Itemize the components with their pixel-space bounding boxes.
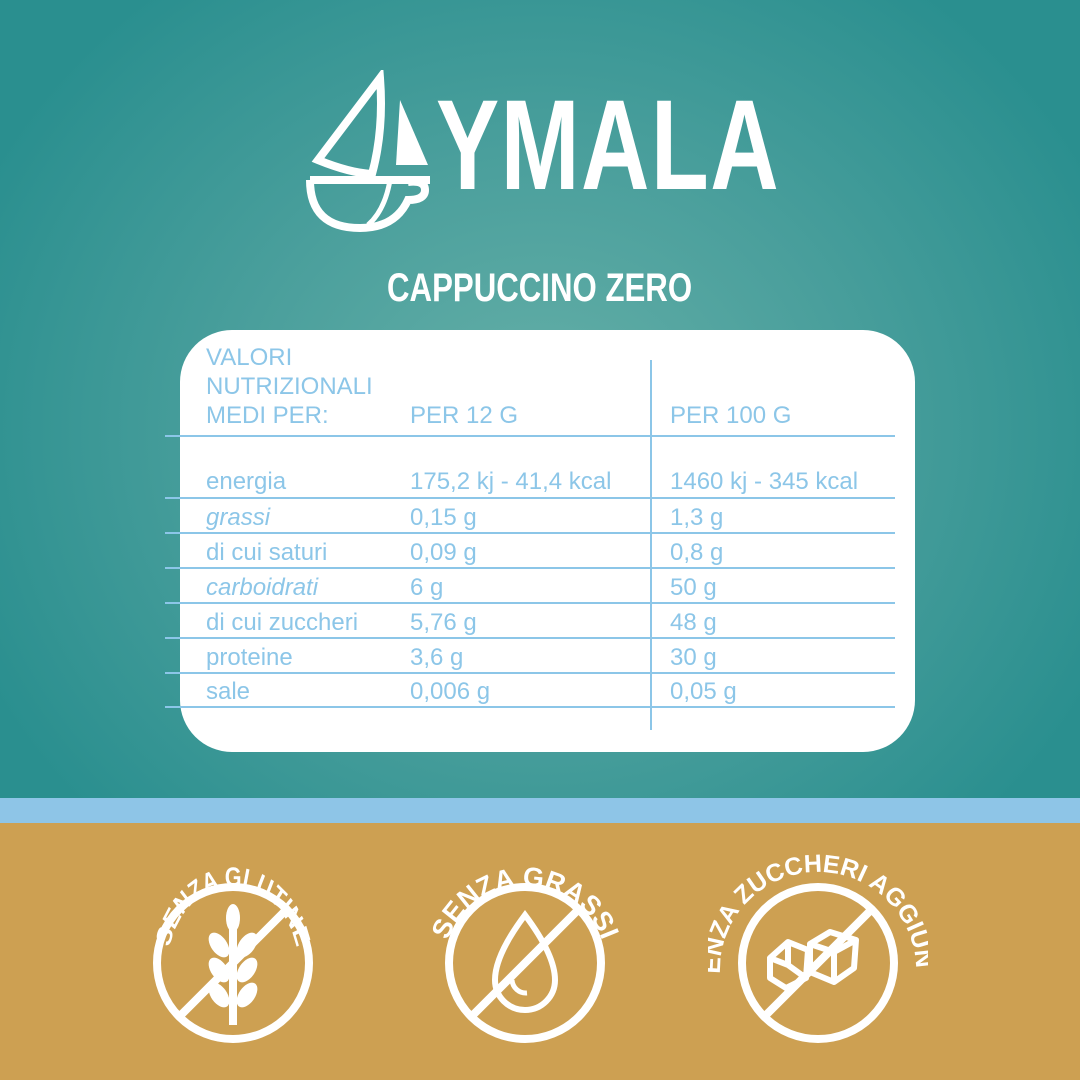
header-label-line: VALORI: [206, 344, 293, 371]
badge-gluten-free: SENZA GLUTINE: [123, 840, 343, 1070]
blue-stripe: [0, 798, 1080, 823]
value-per-100g: 30 g: [670, 644, 717, 671]
divider: [165, 435, 895, 437]
no-fat-drop-icon: [445, 883, 605, 1043]
row-divider: [165, 532, 895, 534]
nutrient-name: di cui zuccheri: [206, 609, 359, 636]
value-per-100g: 1,3 g: [670, 504, 724, 531]
nutrient-name: proteine: [206, 644, 293, 671]
value-per-12g: 6 g: [410, 574, 444, 601]
row-divider: [165, 567, 895, 569]
value-per-12g: 3,6 g: [410, 644, 464, 671]
value-per-12g: 0,15 g: [410, 504, 477, 531]
row-divider: [165, 497, 895, 499]
value-per-12g: 0,09 g: [410, 539, 477, 566]
header-label-line: MEDI PER:: [206, 402, 329, 429]
header-per-12g: PER 12 G: [410, 402, 519, 429]
nutrition-table-card: [180, 330, 915, 752]
value-per-100g: 0,05 g: [670, 678, 737, 705]
column-divider: [650, 360, 652, 730]
nutrient-name: grassi: [206, 504, 271, 531]
row-divider: [165, 706, 895, 708]
row-divider: [165, 672, 895, 674]
value-per-100g: 48 g: [670, 609, 717, 636]
brand-name: YMALA: [436, 74, 781, 217]
value-per-12g: 175,2 kj - 41,4 kcal: [410, 468, 612, 495]
badge-fat-free: SENZA GRASSI: [415, 840, 635, 1070]
value-per-12g: 0,006 g: [410, 678, 491, 705]
sailboat-cup-icon: [306, 70, 430, 233]
row-divider: [165, 637, 895, 639]
nutrient-name: energia: [206, 468, 287, 495]
value-per-12g: 5,76 g: [410, 609, 477, 636]
value-per-100g: 50 g: [670, 574, 717, 601]
header-label-line: NUTRIZIONALI: [206, 373, 373, 400]
nutrient-name: di cui saturi: [206, 539, 328, 566]
value-per-100g: 1460 kj - 345 kcal: [670, 468, 859, 495]
product-title: CAPPUCCINO ZERO: [387, 266, 693, 310]
value-per-100g: 0,8 g: [670, 539, 724, 566]
no-sugar-cubes-icon: [738, 883, 898, 1043]
nutrient-name: carboidrati: [206, 574, 319, 601]
badge-no-added-sugar: SENZA ZUCCHERI AGGIUNTI: [698, 818, 938, 1070]
no-wheat-icon: [153, 883, 313, 1043]
row-divider: [165, 602, 895, 604]
nutrient-name: sale: [206, 678, 251, 705]
header-per-100g: PER 100 G: [670, 402, 792, 429]
